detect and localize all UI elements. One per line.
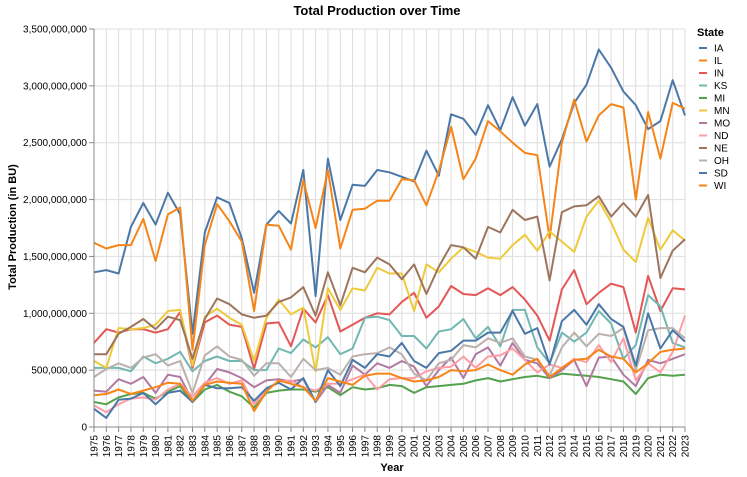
legend-label-il: IL bbox=[714, 56, 723, 67]
x-tick-label: 2004 bbox=[447, 435, 458, 458]
x-tick-label: 1988 bbox=[250, 435, 261, 458]
x-tick-label: 2021 bbox=[656, 435, 667, 458]
y-tick-label: 2,000,000,000 bbox=[23, 195, 87, 206]
x-tick-label: 1985 bbox=[213, 435, 224, 458]
x-tick-label: 1979 bbox=[139, 435, 150, 458]
legend-label-oh: OH bbox=[714, 156, 729, 167]
chart-title: Total Production over Time bbox=[293, 3, 460, 18]
x-tick-label: 1996 bbox=[348, 435, 359, 458]
legend-label-wi: WI bbox=[714, 181, 726, 192]
x-tick-label: 1987 bbox=[237, 435, 248, 458]
x-tick-label: 1997 bbox=[360, 435, 371, 458]
x-tick-label: 2017 bbox=[607, 435, 618, 458]
legend-label-in: IN bbox=[714, 69, 724, 80]
y-tick-label: 1,500,000,000 bbox=[23, 252, 87, 263]
legend-label-sd: SD bbox=[714, 169, 728, 180]
y-tick-label: 500,000,000 bbox=[31, 366, 87, 377]
y-tick-label: 3,500,000,000 bbox=[23, 25, 87, 36]
y-tick-label: 3,000,000,000 bbox=[23, 81, 87, 92]
series-line-nd bbox=[93, 315, 686, 414]
x-tick-label: 1977 bbox=[114, 435, 125, 458]
x-tick-label: 1999 bbox=[385, 435, 396, 458]
series-line-sd bbox=[93, 303, 686, 419]
series-line-wi bbox=[93, 347, 686, 413]
x-tick-label: 2015 bbox=[582, 435, 593, 458]
x-tick-label: 2013 bbox=[557, 435, 568, 458]
x-tick-label: 1998 bbox=[373, 435, 384, 458]
x-tick-label: 2006 bbox=[471, 435, 482, 458]
legend-label-mi: MI bbox=[714, 94, 725, 105]
x-tick-label: 1994 bbox=[323, 435, 334, 458]
x-tick-label: 2023 bbox=[681, 435, 692, 458]
x-tick-label: 1976 bbox=[102, 435, 113, 458]
x-tick-label: 2012 bbox=[545, 435, 556, 458]
x-tick-label: 2010 bbox=[520, 435, 531, 458]
x-tick-label: 1995 bbox=[336, 435, 347, 458]
x-tick-label: 1981 bbox=[163, 435, 174, 458]
x-tick-label: 2007 bbox=[484, 435, 495, 458]
x-tick-label: 1993 bbox=[311, 435, 322, 458]
x-tick-label: 1986 bbox=[225, 435, 236, 458]
series-lines bbox=[93, 48, 686, 419]
x-tick-label: 1982 bbox=[176, 435, 187, 458]
legend-title: State bbox=[697, 27, 724, 39]
x-tick-label: 2002 bbox=[422, 435, 433, 458]
x-tick-label: 2000 bbox=[397, 435, 408, 458]
x-tick-label: 2018 bbox=[619, 435, 630, 458]
x-tick-label: 2003 bbox=[434, 435, 445, 458]
x-tick-label: 1984 bbox=[200, 435, 211, 458]
series-line-mn bbox=[93, 199, 686, 373]
y-tick-label: 1,000,000,000 bbox=[23, 309, 87, 320]
x-tick-label: 2016 bbox=[594, 435, 605, 458]
y-tick-label: 0 bbox=[81, 423, 87, 434]
series-line-il bbox=[93, 98, 686, 351]
legend-label-ne: NE bbox=[714, 144, 728, 155]
x-tick-label: 2011 bbox=[533, 435, 544, 457]
x-tick-label: 1991 bbox=[287, 435, 298, 458]
x-tick-label: 1975 bbox=[90, 435, 101, 458]
legend-label-mn: MN bbox=[714, 106, 730, 117]
y-tick-label: 2,500,000,000 bbox=[23, 138, 87, 149]
x-tick-label: 2008 bbox=[496, 435, 507, 458]
x-tick-label: 1980 bbox=[151, 435, 162, 458]
series-line-ks bbox=[94, 294, 686, 373]
x-tick-label: 2014 bbox=[570, 435, 581, 458]
series-line-ne bbox=[94, 194, 686, 360]
axes: 0 500,000,000 1,000,000,000 1,500,000,000 2,… bbox=[23, 25, 691, 458]
x-tick-label: 1992 bbox=[299, 435, 310, 458]
y-axis-title: Total Production (in BU) bbox=[7, 164, 19, 290]
x-tick-label: 2022 bbox=[668, 435, 679, 458]
x-tick-label: 2009 bbox=[508, 435, 519, 458]
series-line-oh bbox=[93, 327, 686, 394]
x-tick-label: 1990 bbox=[274, 435, 285, 458]
x-tick-label: 2019 bbox=[631, 435, 642, 458]
x-tick-label: 1978 bbox=[126, 435, 137, 458]
legend-label-ia: IA bbox=[714, 44, 724, 55]
legend-label-ks: KS bbox=[714, 81, 728, 92]
legend-label-nd: ND bbox=[714, 131, 728, 142]
x-tick-label: 1983 bbox=[188, 435, 199, 458]
x-tick-label: 2001 bbox=[410, 435, 421, 458]
series-line-ia bbox=[93, 48, 686, 335]
x-tick-label: 2020 bbox=[644, 435, 655, 458]
series-line-in bbox=[93, 269, 686, 370]
x-tick-label: 1989 bbox=[262, 435, 273, 458]
x-tick-label: 2005 bbox=[459, 435, 470, 458]
x-axis-title: Year bbox=[380, 462, 404, 474]
legend-label-mo: MO bbox=[714, 119, 730, 130]
